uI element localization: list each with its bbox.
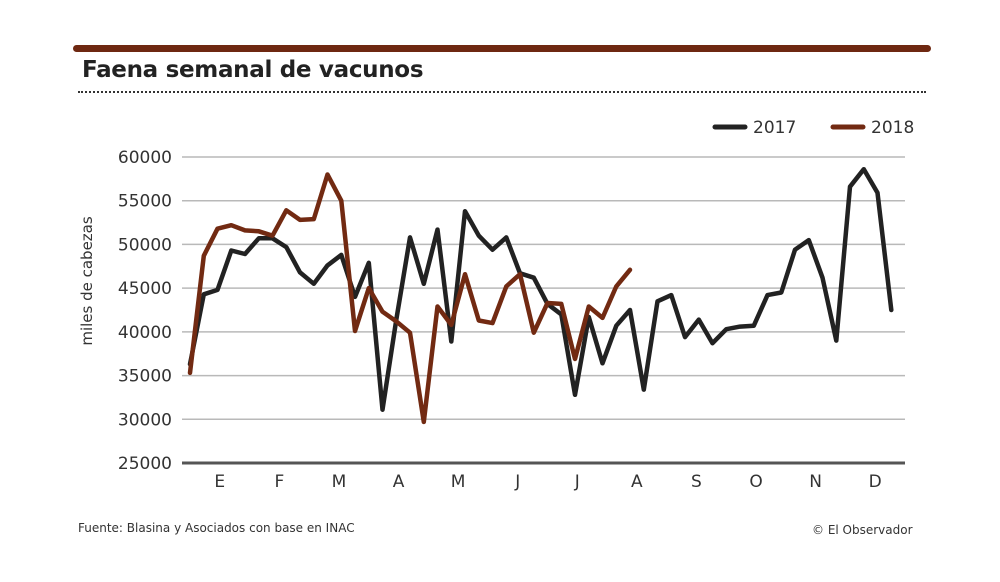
y-tick-label: 35000 [118, 367, 172, 387]
y-tick-label: 30000 [118, 410, 172, 430]
month-label: S [691, 472, 702, 492]
legend-label-2017: 2017 [753, 118, 796, 138]
source-note: Fuente: Blasina y Asociados con base en … [78, 521, 355, 535]
y-tick-label: 40000 [118, 323, 172, 343]
y-tick-label: 55000 [118, 192, 172, 212]
top-rule [73, 45, 931, 52]
month-label: M [332, 472, 347, 492]
series-line-2018 [187, 172, 633, 425]
dotted-divider [78, 91, 926, 93]
month-label: J [574, 472, 580, 492]
month-label: A [393, 472, 405, 492]
series-line-2017 [187, 166, 894, 412]
series-group [187, 166, 894, 425]
legend: 2017 2018 [712, 118, 914, 138]
month-label: J [514, 472, 520, 492]
y-tick-label: 45000 [118, 279, 172, 299]
month-label: E [214, 472, 225, 492]
month-label: D [869, 472, 882, 492]
y-tick-label: 50000 [118, 235, 172, 255]
month-label: F [274, 472, 284, 492]
grid-lines [182, 156, 905, 465]
y-tick-label: 25000 [118, 454, 172, 474]
month-label: M [451, 472, 466, 492]
credit-note: © El Observador [812, 523, 913, 537]
y-tick-label: 60000 [118, 148, 172, 168]
legend-label-2018: 2018 [871, 118, 914, 138]
month-label: N [809, 472, 822, 492]
chart-title: Faena semanal de vacunos [82, 57, 424, 83]
month-label: A [631, 472, 643, 492]
y-axis-label: miles de cabezas [78, 216, 96, 346]
y-tick-labels: 60000 55000 50000 45000 40000 35000 30000 25000 [118, 148, 172, 474]
month-label: O [749, 472, 762, 492]
